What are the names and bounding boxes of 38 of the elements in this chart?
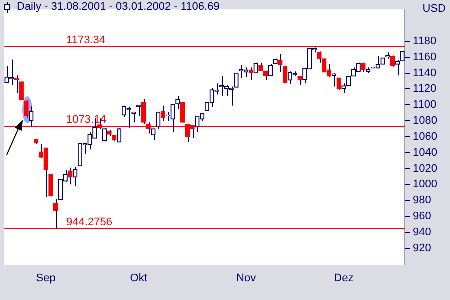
candlestick bbox=[116, 128, 122, 143]
candlestick bbox=[342, 83, 346, 94]
candlestick bbox=[19, 82, 24, 101]
x-tick-label: Nov bbox=[236, 272, 257, 285]
y-tick-label: 1140 bbox=[413, 67, 437, 80]
y-tick-label: 1120 bbox=[413, 83, 437, 96]
candlestick bbox=[156, 112, 161, 130]
ref-line-label: 1173.34 bbox=[66, 34, 106, 46]
y-tick-label: 1180 bbox=[413, 35, 437, 48]
y-tick-label: 1080 bbox=[413, 115, 438, 128]
candlestick bbox=[122, 105, 127, 118]
y-axis-title: USD bbox=[422, 3, 446, 15]
y-tick-label: 1160 bbox=[413, 51, 437, 64]
candlestick bbox=[141, 99, 146, 125]
y-tick-label: 1040 bbox=[413, 146, 438, 159]
y-tick-label: 980 bbox=[413, 194, 432, 207]
x-tick-label: Dez bbox=[334, 272, 354, 285]
y-tick-label: 960 bbox=[413, 210, 432, 222]
ref-line-label: 944.2756 bbox=[66, 216, 112, 229]
y-tick-label: 1000 bbox=[413, 178, 438, 191]
candlestick bbox=[73, 166, 78, 187]
x-tick-label: Okt bbox=[130, 272, 148, 285]
candlestick bbox=[48, 174, 54, 198]
candlestick bbox=[102, 128, 107, 142]
y-tick-label: 1060 bbox=[413, 130, 438, 143]
chart-title: Daily - 31.08.2001 - 03.01.2002 - 1106.69 bbox=[17, 1, 220, 13]
candlestick bbox=[244, 67, 249, 78]
candlestick bbox=[78, 142, 83, 167]
y-tick-label: 940 bbox=[413, 226, 432, 238]
candlestick bbox=[254, 62, 258, 74]
y-tick-label: 1020 bbox=[413, 162, 438, 175]
x-tick-label: Sep bbox=[36, 272, 56, 285]
candlestick bbox=[288, 71, 293, 85]
ref-line-label: 1073.14 bbox=[66, 114, 106, 126]
y-tick-label: 1100 bbox=[413, 99, 437, 112]
y-tick-label: 920 bbox=[413, 242, 432, 254]
candlestick bbox=[132, 112, 136, 124]
candlestick bbox=[268, 64, 274, 76]
